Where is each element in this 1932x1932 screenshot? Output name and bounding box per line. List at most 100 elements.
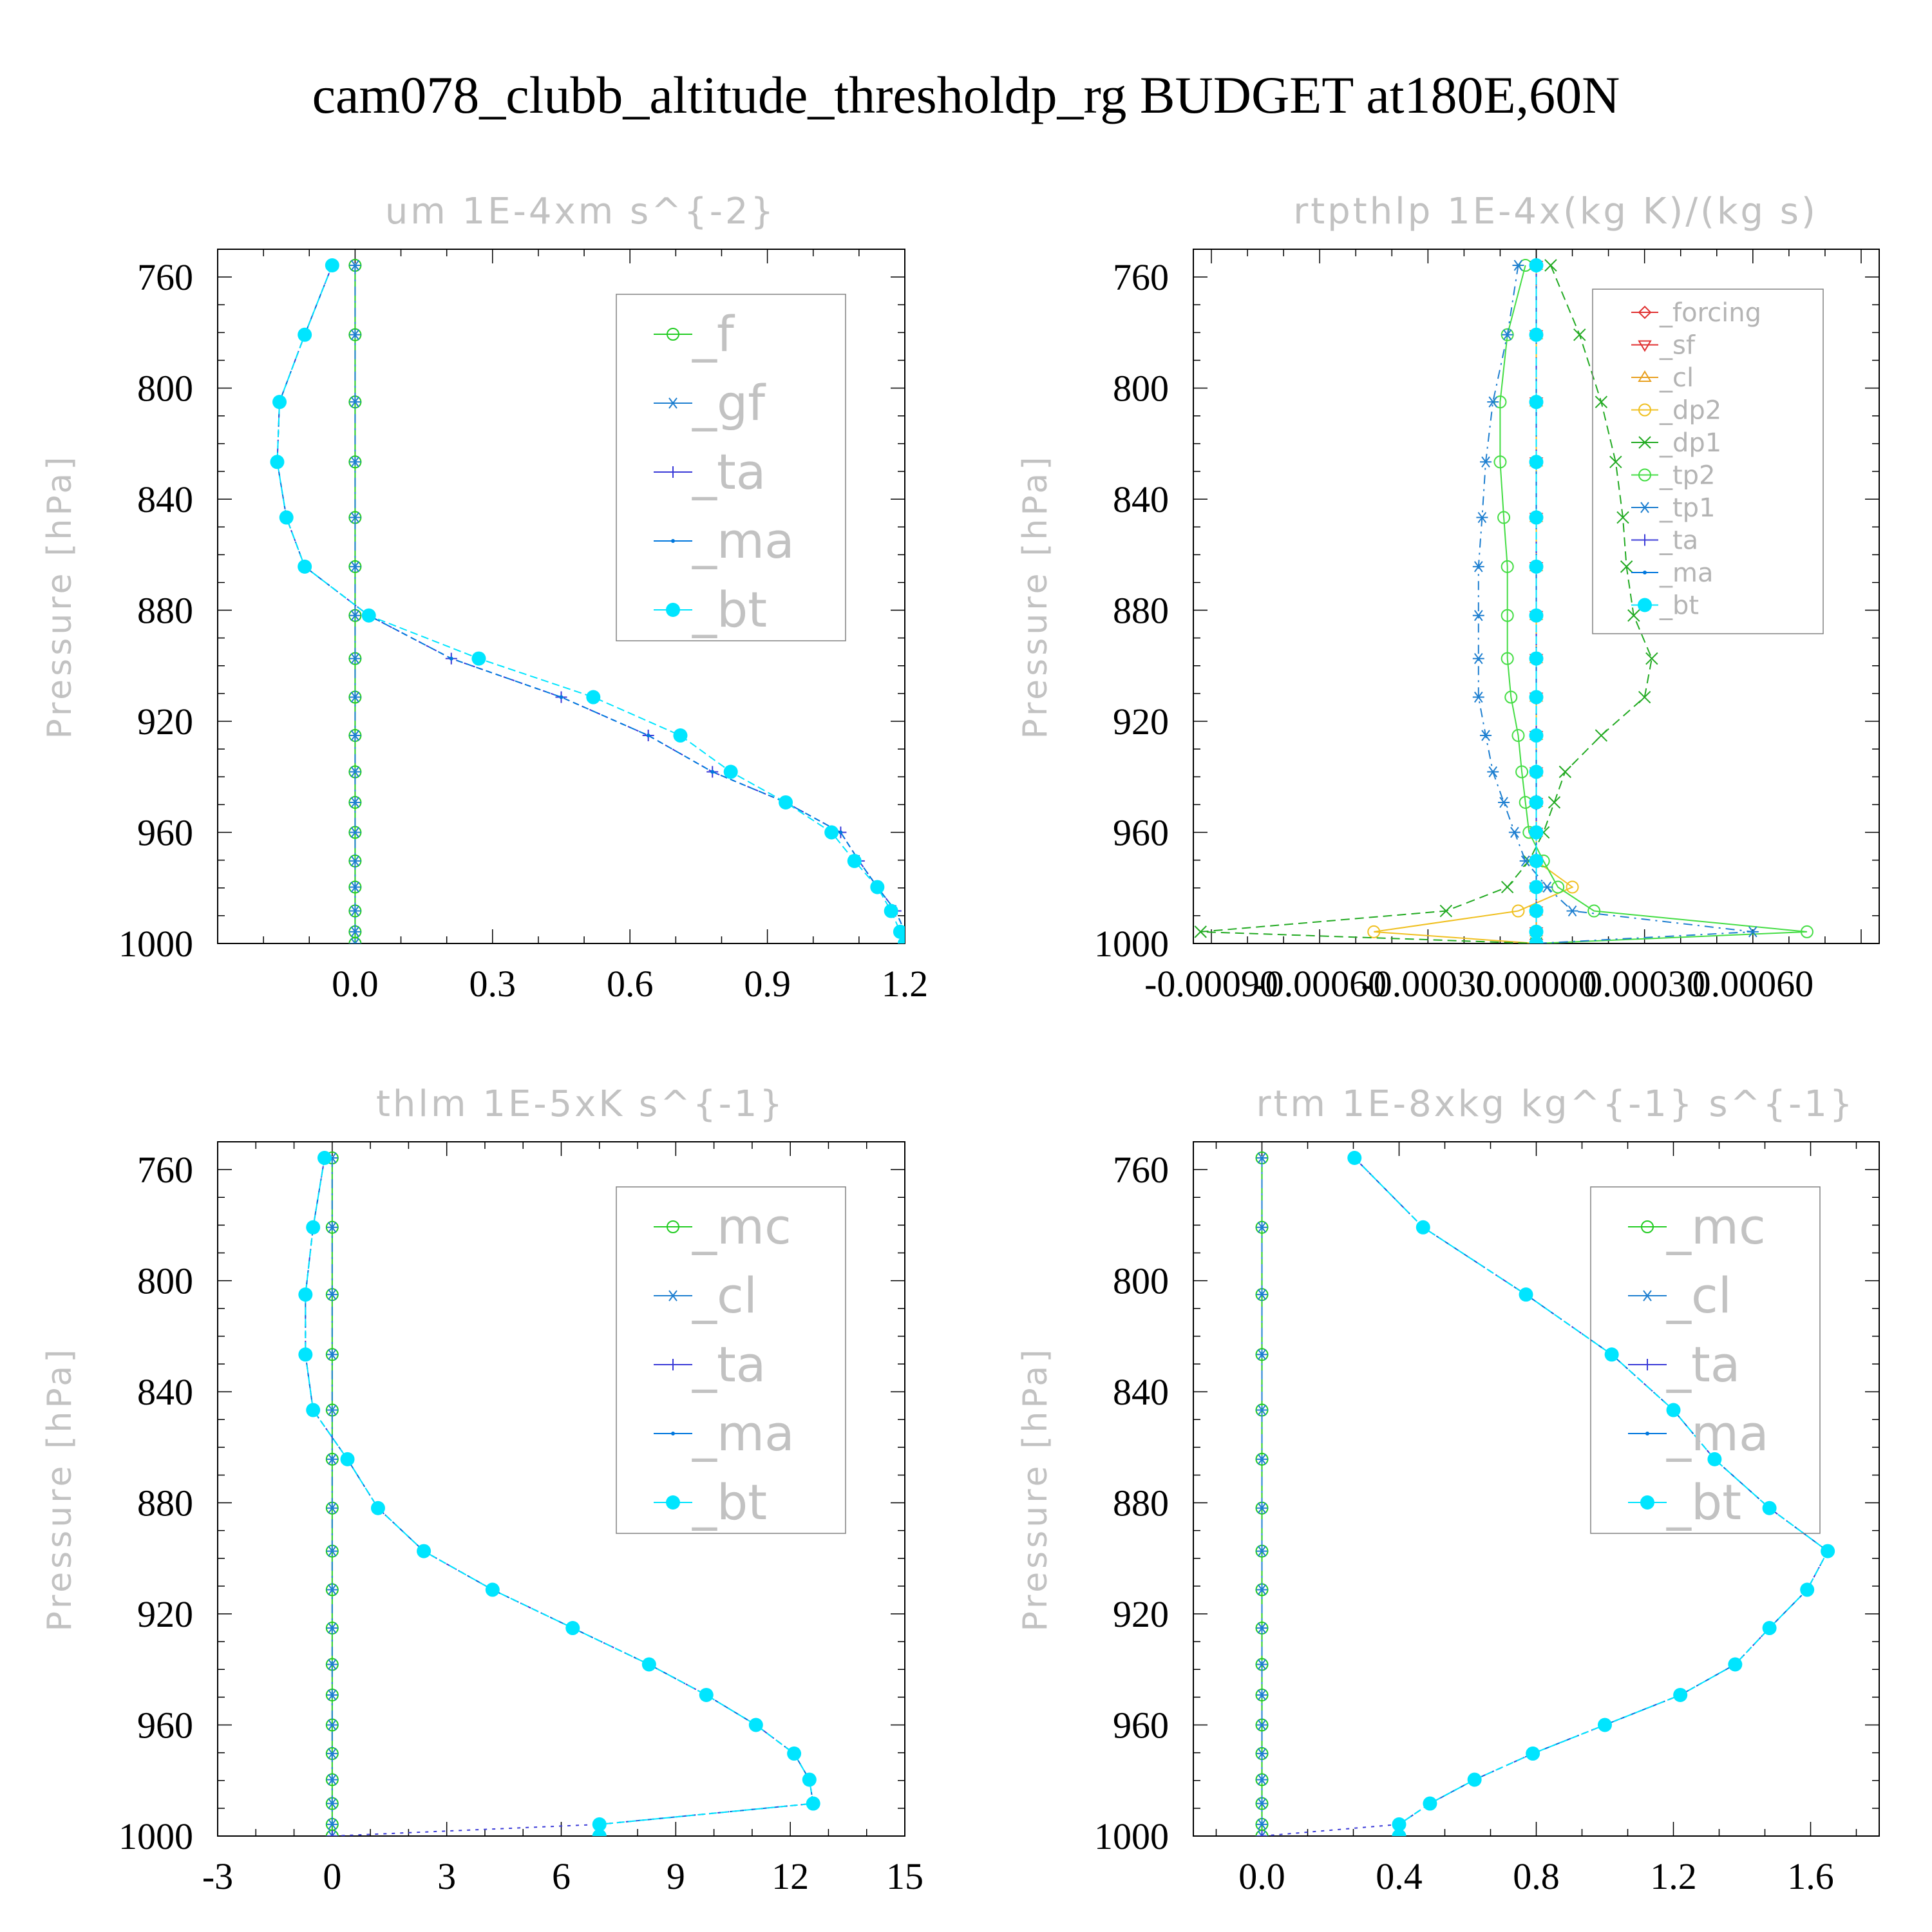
y-tick-label: 880 <box>1113 1482 1169 1524</box>
y-tick-label: 880 <box>137 590 193 632</box>
data-point-bt <box>1529 764 1544 779</box>
y-tick-label: 920 <box>1113 701 1169 743</box>
data-point-bt <box>317 1151 332 1166</box>
panel-title: rtm 1E-8xkg kg^{-1} s^{-1} <box>1256 1083 1855 1125</box>
data-point-tp2 <box>1587 904 1601 918</box>
legend-label: _ta <box>1666 1336 1740 1393</box>
data-point-gf <box>349 797 361 808</box>
legend: _f _gf _ta _ma _bt <box>616 294 846 641</box>
legend-marker <box>1640 1495 1654 1510</box>
legend-marker <box>667 1290 679 1302</box>
data-point-gf <box>349 691 361 703</box>
data-point-bt <box>279 510 294 525</box>
data-point-gf <box>349 881 361 893</box>
x-tick-label: 1.2 <box>1650 1855 1697 1897</box>
legend-marker <box>1638 436 1651 449</box>
data-point-bt <box>1392 1829 1406 1836</box>
data-point-cl <box>326 1404 338 1416</box>
y-tick-label: 880 <box>137 1482 193 1524</box>
data-point-tp1 <box>1566 905 1578 917</box>
y-axis-label: Pressure [hPa] <box>1016 1347 1055 1632</box>
x-tick-label: -0.00030 <box>1361 963 1495 1005</box>
data-point-bt <box>1467 1772 1482 1787</box>
data-point-cl <box>1256 1774 1268 1786</box>
legend-marker <box>667 397 679 409</box>
y-tick-label: 1000 <box>1094 923 1169 965</box>
legend-label: _dp2 <box>1659 396 1721 426</box>
legend-label: _bt <box>692 1473 767 1531</box>
data-point-bt <box>306 1403 321 1417</box>
data-point-bt <box>1800 1582 1815 1597</box>
data-point-gf <box>349 329 361 341</box>
y-tick-label: 800 <box>1113 1260 1169 1302</box>
x-tick-label: 1.6 <box>1787 1855 1834 1897</box>
x-tick-label: 0 <box>323 1855 341 1897</box>
legend-label: _sf <box>1659 331 1696 361</box>
data-point-dp1 <box>1439 904 1453 918</box>
legend-marker <box>1638 305 1652 319</box>
legend-label: _mc <box>1666 1198 1766 1255</box>
data-point-cl <box>1256 1502 1268 1514</box>
data-point-bt <box>417 1544 431 1558</box>
legend-marker <box>667 1220 679 1233</box>
series-group <box>1255 1151 1835 1836</box>
data-point-gf <box>349 938 361 943</box>
data-point-dp1 <box>1595 395 1608 408</box>
data-point-ta <box>326 1830 338 1836</box>
y-tick-label: 1000 <box>1094 1815 1169 1857</box>
y-tick-label: 800 <box>137 368 193 410</box>
data-point-bt <box>592 1829 607 1836</box>
legend-box <box>1590 1186 1821 1534</box>
data-point-tp1 <box>1747 926 1759 938</box>
data-point-gf <box>349 260 361 271</box>
data-point-dp1 <box>1573 328 1586 341</box>
y-tick-label: 760 <box>137 1149 193 1191</box>
data-point-bt <box>298 559 312 574</box>
y-tick-label: 840 <box>137 478 193 520</box>
data-point-dp1 <box>1501 880 1514 894</box>
y-axis-label: Pressure [hPa] <box>41 454 79 739</box>
data-point-tp2 <box>1800 925 1814 938</box>
data-point-cl <box>1256 1584 1268 1596</box>
y-tick-label: 800 <box>137 1260 193 1302</box>
data-point-cl <box>1256 1454 1268 1465</box>
data-point-tp1 <box>1512 260 1524 271</box>
series-group <box>1194 258 1814 943</box>
x-tick-label: 0.0 <box>1238 1855 1285 1897</box>
legend-label: _ma <box>692 512 795 569</box>
data-point-bt <box>1529 690 1544 705</box>
x-tick-label: 1.2 <box>882 963 929 1005</box>
x-tick-label: 0.4 <box>1376 1855 1423 1897</box>
data-point-bt <box>485 1582 500 1597</box>
data-point-tp2 <box>1501 609 1514 622</box>
series-line-tp2 <box>1499 265 1807 943</box>
data-point-dp2 <box>1566 880 1579 894</box>
x-tick-label: 6 <box>552 1855 571 1897</box>
data-point-ma <box>559 695 564 699</box>
x-tick-label: -0.00060 <box>1253 963 1387 1005</box>
legend-marker <box>1638 598 1652 612</box>
x-tick-label: 0.9 <box>744 963 791 1005</box>
legend-marker <box>1638 468 1651 482</box>
data-point-tp1 <box>1487 396 1499 408</box>
data-point-cl <box>1256 1658 1268 1671</box>
data-point-gf <box>349 456 361 468</box>
y-tick-label: 920 <box>1113 1593 1169 1635</box>
data-point-bt <box>1529 728 1544 743</box>
data-point-bt <box>779 795 793 810</box>
legend-marker <box>666 603 680 617</box>
data-point-cl <box>1256 1289 1268 1300</box>
legend: _forcing_sf_cl_dp2_dp1_tp2_tp1_ta_ma_bt <box>1592 289 1824 634</box>
x-tick-label: 3 <box>437 1855 456 1897</box>
data-point-cl <box>326 1454 338 1465</box>
data-point-cl <box>326 1830 338 1836</box>
x-tick-label: 9 <box>667 1855 685 1897</box>
data-point-ma <box>710 770 715 774</box>
legend-label: _f <box>692 305 735 363</box>
legend-label: _bt <box>1666 1473 1741 1531</box>
data-point-bt <box>1529 608 1544 623</box>
data-point-gf <box>349 511 361 524</box>
legend-marker <box>1638 340 1652 352</box>
data-point-bt <box>1529 258 1544 273</box>
data-point-bt <box>1519 1287 1533 1302</box>
